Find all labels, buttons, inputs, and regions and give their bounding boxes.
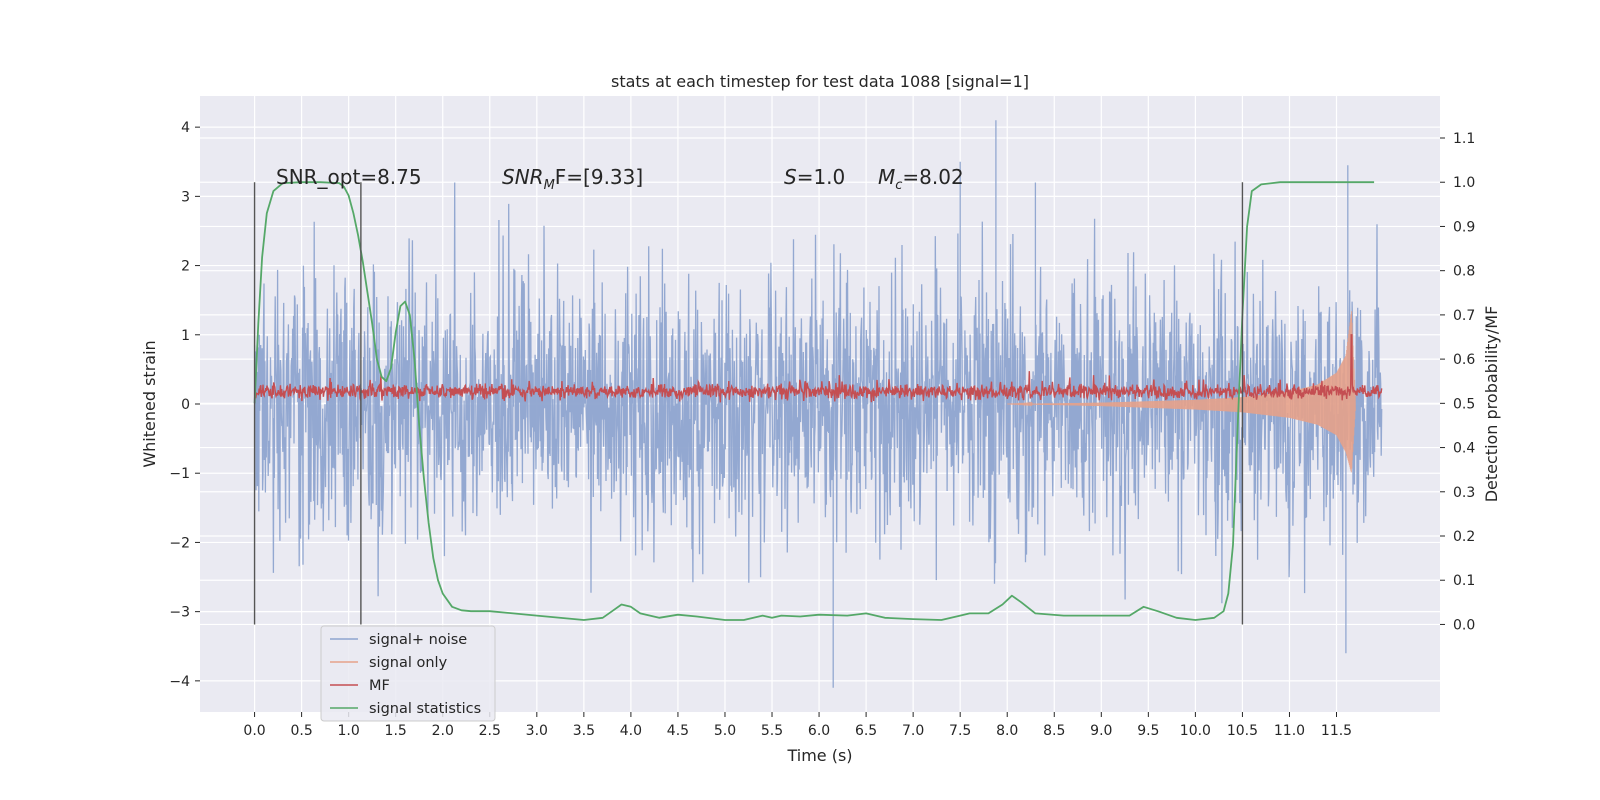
y-right-tick-label-10: 1.0 (1453, 175, 1475, 191)
annotation-snr-mf-main: SNR (502, 165, 544, 189)
annotation-s: S=1.0 (784, 165, 845, 189)
x-tick-label-10: 5.0 (714, 723, 736, 739)
y-right-tick-label-7: 0.7 (1453, 308, 1475, 324)
x-tick-label-21: 10.5 (1227, 723, 1258, 739)
y-axis-label-right: Detection probability/MF (1482, 306, 1501, 503)
x-tick-label-9: 4.5 (667, 723, 689, 739)
y-right-tick-label-2: 0.2 (1453, 529, 1475, 545)
y-left-tick-label-5: 1 (181, 328, 190, 344)
x-tick-label-11: 5.5 (761, 723, 783, 739)
x-tick-label-16: 8.0 (996, 723, 1018, 739)
y-left-tick-label-7: 3 (181, 189, 190, 205)
y-left-tick-label-3: −1 (169, 466, 190, 482)
y-left-tick-label-6: 2 (181, 259, 190, 275)
legend-item-signal-only: signal only (330, 655, 448, 671)
annotation-snr-mf: SNRMF=[9.33] (502, 165, 643, 193)
x-tick-label-12: 6.0 (808, 723, 830, 739)
annotation-snr-opt: SNR_opt=8.75 (276, 165, 422, 189)
legend: signal+ noise signal only MF signal stat… (320, 625, 496, 722)
y-right-tick-label-3: 0.3 (1453, 485, 1475, 501)
annotation-mc-rest: =8.02 (902, 165, 963, 189)
x-tick-label-17: 8.5 (1043, 723, 1065, 739)
y-axis-label-left: Whitened strain (140, 340, 159, 467)
x-tick-label-0: 0.0 (243, 723, 265, 739)
series-mf (253, 334, 1383, 403)
annotation-s-rest: =1.0 (797, 165, 846, 189)
x-tick-label-6: 3.0 (526, 723, 548, 739)
y-right-tick-label-4: 0.4 (1453, 441, 1475, 457)
y-left-tick-label-2: −2 (169, 535, 190, 551)
chart-title: stats at each timestep for test data 108… (611, 72, 1029, 91)
x-tick-label-1: 0.5 (290, 723, 312, 739)
series-signal-statistics (253, 181, 1375, 621)
legend-label-signal-statistics: signal statistics (369, 701, 481, 717)
x-tick-label-7: 3.5 (573, 723, 595, 739)
legend-box (320, 625, 496, 722)
x-tick-label-14: 7.0 (902, 723, 924, 739)
y-left-tick-label-8: 4 (181, 120, 190, 136)
x-tick-label-13: 6.5 (855, 723, 877, 739)
x-tick-label-22: 11.0 (1274, 723, 1305, 739)
annotation-snr-mf-sub: M (544, 178, 555, 193)
series-signal-noise (253, 120, 1383, 688)
x-tick-label-5: 2.5 (479, 723, 501, 739)
legend-label-mf: MF (369, 678, 390, 694)
legend-item-mf: MF (330, 678, 390, 694)
y-left-tick-label-1: −3 (169, 605, 190, 621)
x-tick-label-15: 7.5 (949, 723, 971, 739)
y-left-tick-label-4: 0 (181, 397, 190, 413)
legend-item-signal-statistics: signal statistics (330, 701, 481, 717)
annotation-mc-main: M (878, 165, 895, 189)
ticks-layer: 0.0 0.5 1.0 1.5 2.0 2.5 3.0 3.5 4.0 4.5 5.0 5.5 6.0 6… (169, 120, 1475, 739)
legend-label-signal-noise: signal+ noise (369, 632, 467, 648)
y-left-tick-label-0: −4 (169, 674, 190, 690)
y-right-tick-label-6: 0.6 (1453, 352, 1475, 368)
markers-layer (253, 182, 1244, 625)
x-tick-label-18: 9.0 (1090, 723, 1112, 739)
series-layer (253, 120, 1383, 688)
y-right-tick-label-8: 0.8 (1453, 264, 1475, 280)
y-right-tick-label-0: 0.0 (1453, 617, 1475, 633)
x-tick-label-4: 2.0 (432, 723, 454, 739)
y-right-tick-label-1: 0.1 (1453, 573, 1475, 589)
annotation-snr-mf-rest: F=[9.33] (555, 165, 643, 189)
y-right-tick-label-9: 0.9 (1453, 219, 1475, 235)
y-right-tick-label-5: 0.5 (1453, 396, 1475, 412)
x-axis-label: Time (s) (786, 746, 852, 765)
legend-item-signal-noise: signal+ noise (330, 632, 467, 648)
annotation-s-italic: S (784, 165, 797, 189)
x-tick-label-20: 10.0 (1180, 723, 1211, 739)
x-tick-label-3: 1.5 (385, 723, 407, 739)
x-tick-label-2: 1.0 (338, 723, 360, 739)
y-right-tick-label-11: 1.1 (1453, 131, 1475, 147)
x-tick-label-8: 4.0 (620, 723, 642, 739)
annotation-mc-sub: c (895, 178, 902, 193)
legend-label-signal-only: signal only (369, 655, 448, 671)
x-tick-label-23: 11.5 (1321, 723, 1352, 739)
annotation-mc: Mc=8.02 (878, 165, 964, 193)
x-tick-label-19: 9.5 (1137, 723, 1159, 739)
